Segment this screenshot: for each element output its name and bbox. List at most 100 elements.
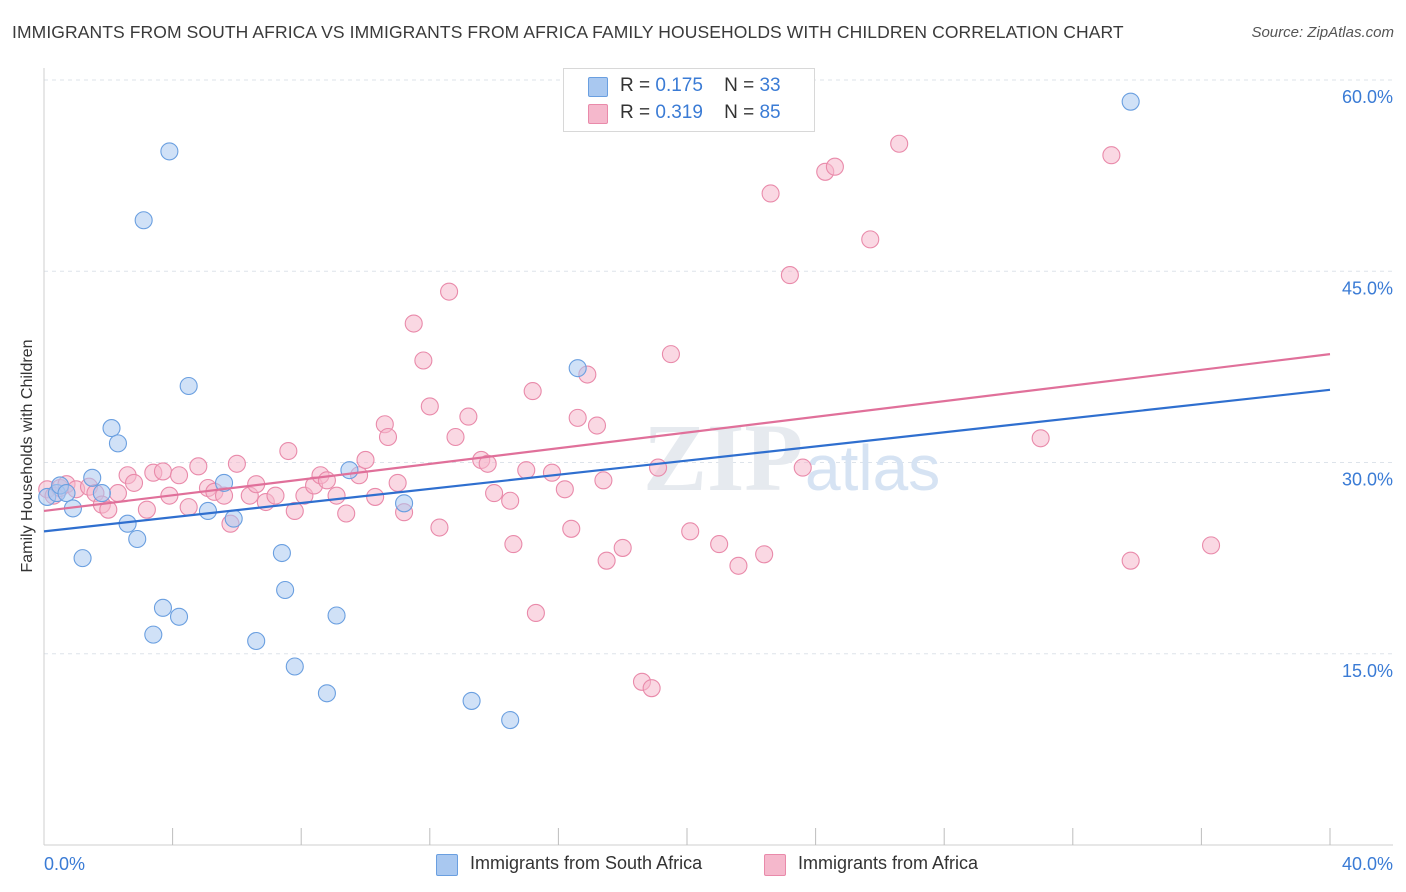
point-africa	[1031, 429, 1050, 448]
point-africa	[523, 382, 542, 401]
point-africa	[388, 473, 407, 492]
point-south-africa	[327, 606, 346, 625]
point-africa	[793, 458, 812, 477]
x-tick-label-max: 40.0%	[1342, 854, 1393, 874]
point-africa	[108, 484, 127, 503]
point-africa	[649, 458, 668, 477]
point-south-africa	[83, 468, 102, 487]
point-south-africa	[73, 549, 92, 568]
point-africa	[642, 679, 661, 698]
point-south-africa	[395, 494, 414, 513]
point-africa	[356, 450, 375, 470]
x-tick-label-min: 0.0%	[44, 854, 85, 874]
point-africa	[179, 498, 198, 517]
point-south-africa	[340, 461, 359, 480]
point-africa	[189, 457, 208, 476]
point-africa	[568, 408, 587, 427]
point-africa	[710, 535, 729, 554]
point-africa	[890, 134, 909, 153]
point-south-africa	[198, 501, 218, 521]
point-south-africa	[285, 657, 304, 676]
point-africa	[414, 351, 433, 370]
point-africa	[681, 522, 700, 541]
trend-line-south-africa	[43, 388, 1331, 533]
point-south-africa	[317, 684, 336, 703]
point-africa	[761, 184, 780, 203]
point-africa	[99, 500, 118, 519]
point-africa	[861, 230, 880, 249]
watermark-atlas: atlas	[805, 432, 940, 504]
point-south-africa	[169, 607, 189, 626]
trend-line-africa	[43, 353, 1331, 513]
point-africa	[285, 501, 304, 521]
r-label: R =	[620, 75, 651, 96]
legend-swatch-blue	[436, 854, 458, 876]
legend-swatch-pink	[588, 104, 608, 124]
chart-title: IMMIGRANTS FROM SOUTH AFRICA VS IMMIGRAN…	[12, 22, 1124, 42]
point-africa	[1102, 146, 1121, 165]
point-africa	[755, 545, 774, 564]
point-africa	[420, 397, 439, 416]
point-africa	[459, 407, 478, 426]
point-south-africa	[247, 631, 266, 651]
point-south-africa	[57, 484, 76, 503]
point-africa	[169, 466, 189, 485]
point-africa	[661, 345, 680, 364]
point-africa	[613, 538, 632, 557]
point-africa	[440, 282, 459, 301]
point-africa	[825, 157, 844, 176]
point-africa	[1201, 536, 1221, 555]
point-africa	[597, 551, 616, 570]
point-africa	[279, 441, 298, 461]
point-south-africa	[272, 543, 291, 563]
point-south-africa	[134, 211, 153, 230]
point-south-africa	[153, 598, 173, 617]
legend-label: Immigrants from Africa	[798, 853, 979, 873]
point-africa	[327, 486, 346, 505]
point-south-africa	[224, 509, 243, 528]
trend-layer	[43, 353, 1331, 533]
point-africa	[517, 461, 536, 480]
y-tick-label: 15.0%	[1342, 661, 1393, 681]
point-africa	[478, 454, 497, 473]
n-value: 33	[759, 75, 781, 96]
point-south-africa	[179, 376, 198, 396]
point-south-africa	[462, 691, 481, 710]
point-africa	[594, 471, 613, 490]
point-south-africa	[501, 710, 520, 730]
n-value: 85	[759, 102, 781, 123]
point-africa	[430, 518, 449, 537]
point-africa	[1121, 551, 1140, 570]
point-africa	[504, 535, 523, 554]
point-south-africa	[276, 580, 295, 600]
point-africa	[562, 519, 581, 538]
y-tick-label: 45.0%	[1342, 278, 1393, 298]
point-south-africa	[144, 625, 163, 644]
n-label: N =	[724, 102, 755, 123]
point-africa	[337, 504, 356, 523]
point-africa	[317, 471, 336, 490]
point-africa	[227, 454, 246, 473]
legend-swatch-blue	[588, 77, 608, 97]
r-label: R =	[620, 102, 651, 123]
grid-layer	[44, 79, 1393, 655]
n-label: N =	[724, 75, 755, 96]
y-tick-labels: 15.0% 30.0% 45.0% 60.0%	[1342, 87, 1393, 681]
point-south-africa	[92, 484, 111, 503]
point-south-africa	[108, 434, 127, 453]
r-value: 0.319	[655, 102, 703, 123]
axis-layer	[43, 68, 1393, 846]
point-africa	[266, 486, 285, 505]
y-tick-label: 60.0%	[1342, 87, 1393, 107]
point-africa	[780, 266, 799, 285]
point-africa	[137, 500, 156, 519]
point-africa	[366, 487, 385, 506]
r-value: 0.175	[655, 75, 703, 96]
point-africa	[404, 314, 423, 333]
point-africa	[501, 491, 520, 510]
point-africa	[542, 463, 562, 482]
legend-swatch-pink	[764, 854, 786, 876]
point-south-africa	[214, 473, 234, 492]
legend-label: Immigrants from South Africa	[470, 853, 703, 873]
